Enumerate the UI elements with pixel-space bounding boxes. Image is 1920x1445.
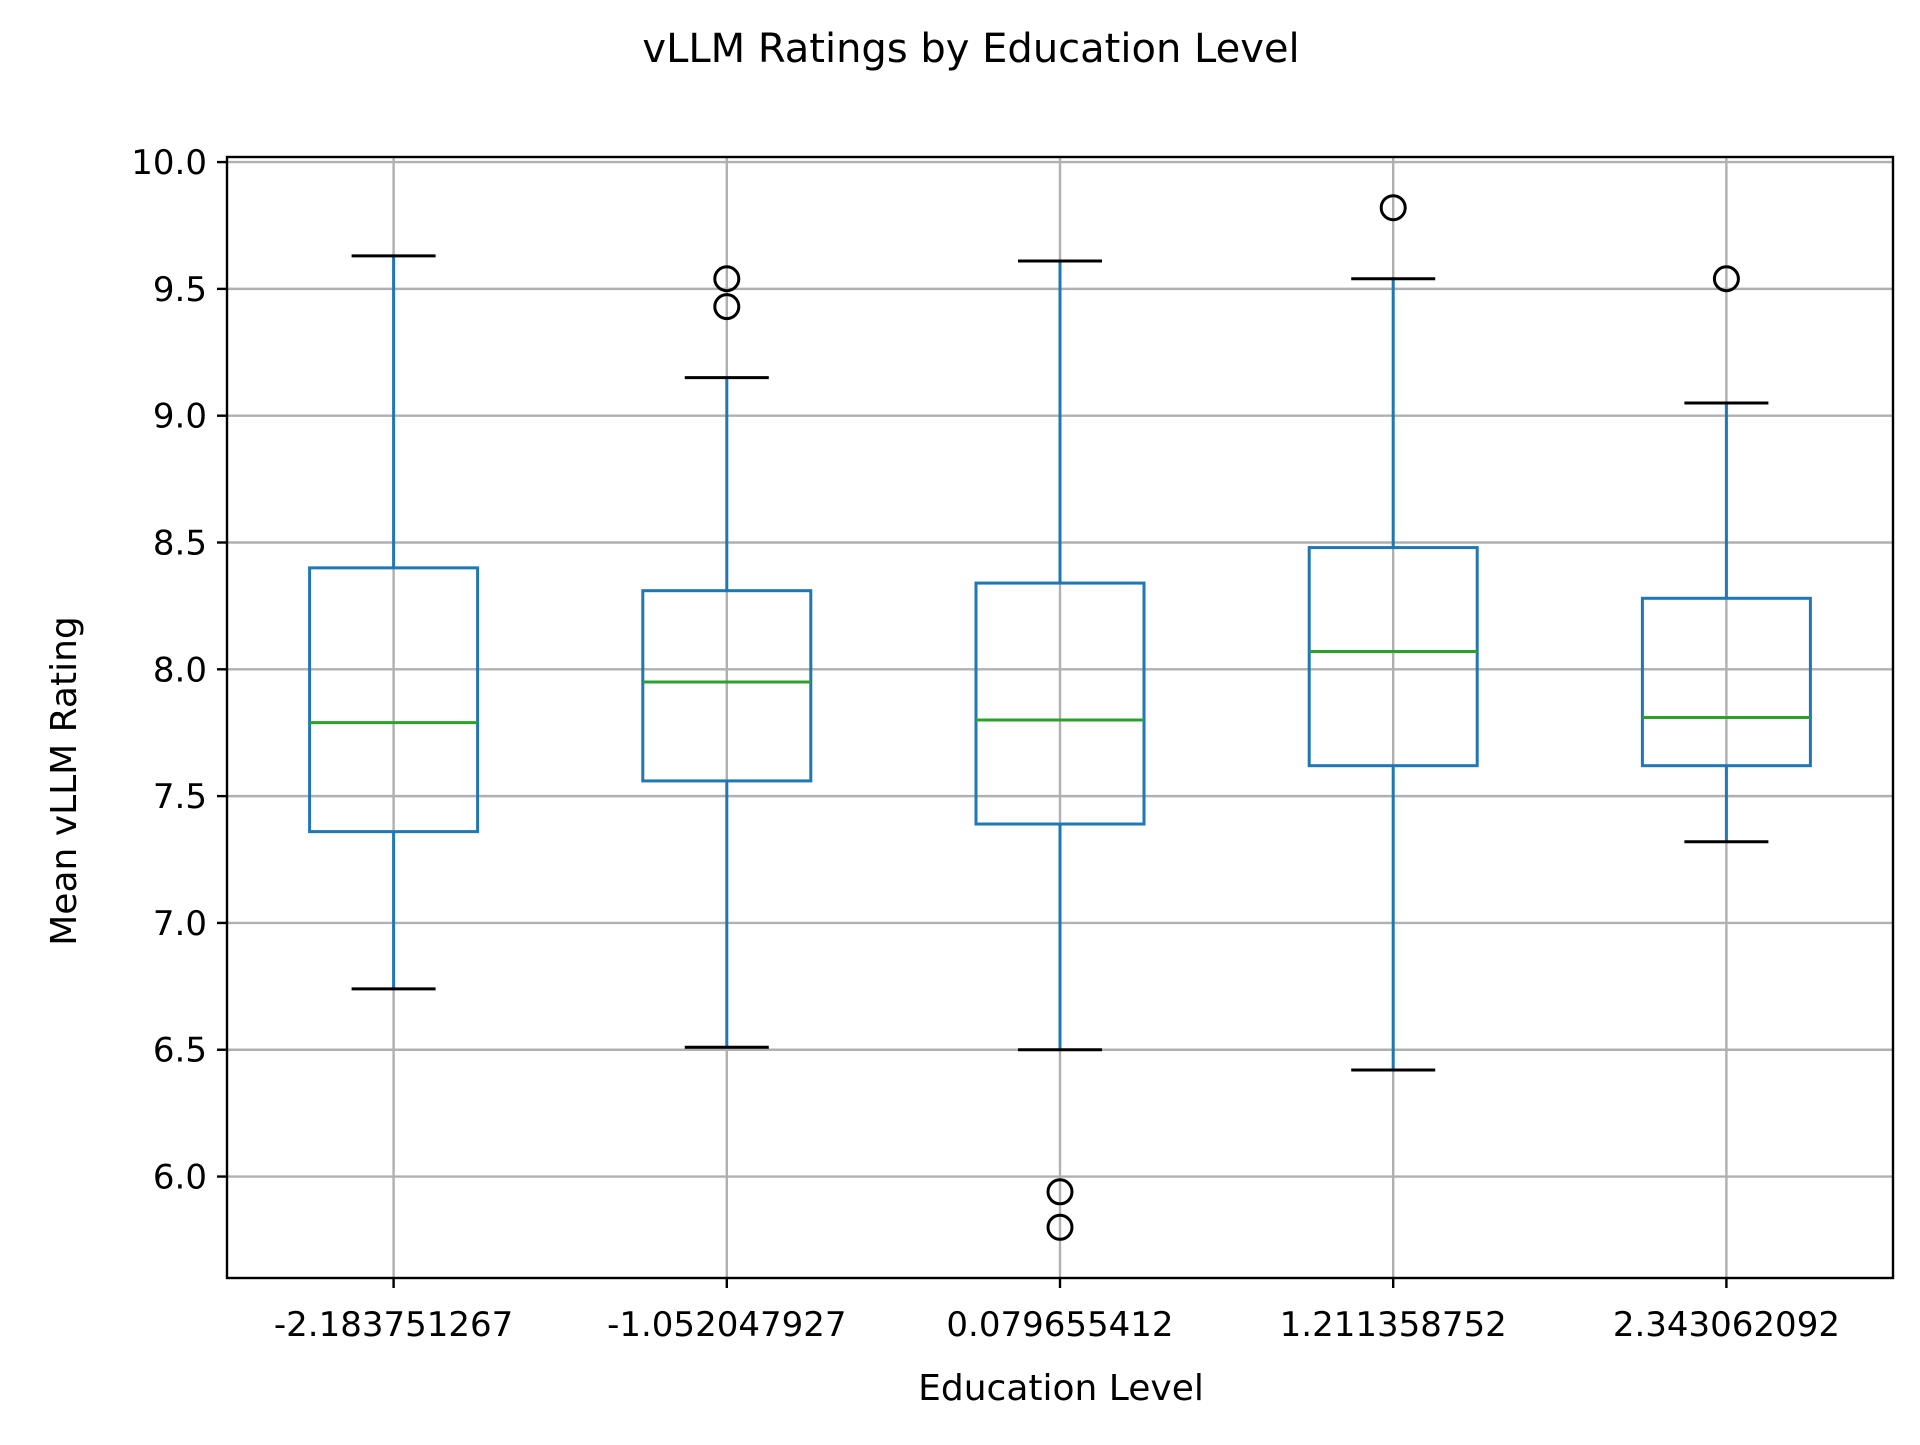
box-series <box>308 194 1812 1241</box>
y-tick-label: 6.0 <box>153 1158 207 1198</box>
y-tick-label: 9.0 <box>153 397 207 437</box>
x-tick-label: 0.079655412 <box>946 1305 1173 1345</box>
outlier-point <box>1379 194 1407 222</box>
outlier-point <box>1712 265 1740 293</box>
box-group <box>308 254 480 991</box>
y-tick-label: 8.5 <box>153 524 207 564</box>
x-tick-label: -1.052047927 <box>607 1305 846 1345</box>
outlier-point <box>1046 1178 1074 1206</box>
x-tick-label: -2.183751267 <box>274 1305 513 1345</box>
box-group <box>1307 194 1479 1072</box>
x-tick-label: 2.343062092 <box>1613 1305 1840 1345</box>
axes: 6.0 6.5 7.0 7.5 8.0 8.5 9.0 9.5 10.0 -2.183751267… <box>131 143 1895 1345</box>
box-group <box>1640 265 1812 844</box>
y-axis-label: Mean vLLM Rating <box>44 616 85 946</box>
y-tick-label: 8.0 <box>153 650 207 690</box>
outlier-point <box>1046 1213 1074 1241</box>
box-group <box>974 259 1146 1241</box>
box-group <box>641 265 813 1049</box>
box-rect <box>974 581 1146 826</box>
y-tick-label: 7.0 <box>153 904 207 944</box>
y-tick-label: 9.5 <box>153 270 207 310</box>
box-rect <box>1307 546 1479 768</box>
x-tick-label: 1.211358752 <box>1280 1305 1507 1345</box>
outlier-point <box>713 293 741 321</box>
y-tick-label: 7.5 <box>153 777 207 817</box>
y-tick-label: 6.5 <box>153 1031 207 1071</box>
chart-title: vLLM Ratings by Education Level <box>642 26 1299 72</box>
box-rect <box>641 589 813 783</box>
y-tick-label: 10.0 <box>131 143 207 183</box>
outlier-point <box>713 265 741 293</box>
x-axis-label: Education Level <box>918 1368 1204 1409</box>
box-rect <box>1640 596 1812 768</box>
box-rect <box>308 566 480 834</box>
